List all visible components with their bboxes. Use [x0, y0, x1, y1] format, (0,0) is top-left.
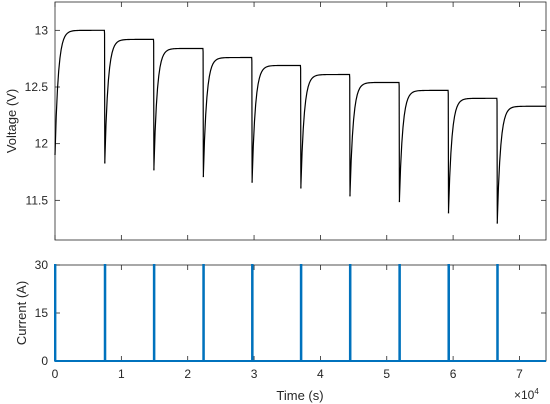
current-y-tick-label: 0 — [41, 354, 48, 368]
voltage-y-tick-label: 13 — [35, 23, 49, 37]
current-y-tick-label: 15 — [35, 306, 49, 320]
current-x-tick-label: 1 — [118, 367, 125, 381]
current-x-axis-label: Time (s) — [276, 388, 323, 403]
current-y-axis-label: Current (A) — [14, 281, 29, 345]
current-x-tick-label: 4 — [317, 367, 324, 381]
voltage-y-ticks: 11.5 12 12.5 13 — [25, 2, 546, 240]
voltage-y-tick-label: 12.5 — [25, 80, 49, 94]
current-x-tick-label: 7 — [516, 367, 523, 381]
x-axis-multiplier: ×104 — [514, 387, 539, 402]
x-axis-multiplier-base: ×10 — [514, 388, 535, 402]
current-x-tick-label: 0 — [52, 367, 59, 381]
voltage-y-tick-label: 11.5 — [26, 193, 49, 207]
current-x-tick-label: 5 — [383, 367, 390, 381]
voltage-chart: 11.5 12 12.5 13 Voltage (V) — [4, 1, 547, 241]
current-x-tick-label: 2 — [184, 367, 191, 381]
current-series-line — [54, 264, 546, 362]
voltage-series-line — [54, 29, 546, 224]
x-axis-multiplier-exponent: 4 — [534, 387, 539, 396]
current-y-tick-label: 30 — [35, 258, 49, 272]
current-x-tick-label: 6 — [450, 367, 457, 381]
current-x-tick-label: 3 — [251, 367, 258, 381]
voltage-plot-frame — [54, 1, 547, 241]
voltage-y-axis-label: Voltage (V) — [4, 89, 19, 153]
voltage-y-tick-label: 12 — [35, 137, 49, 151]
